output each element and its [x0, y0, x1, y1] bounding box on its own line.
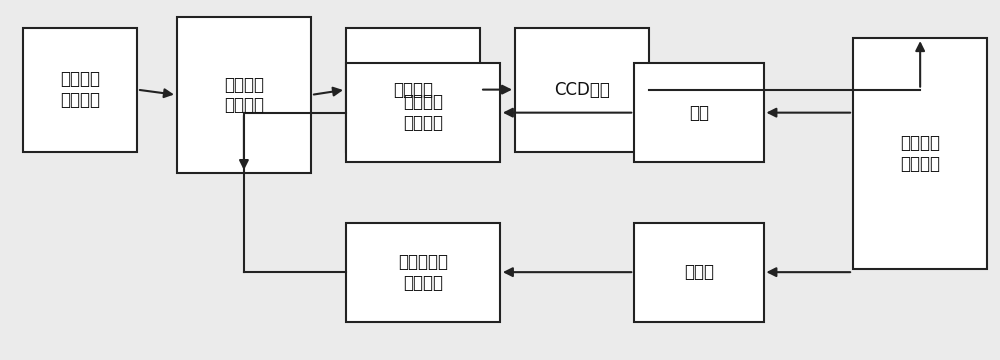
Text: 光源开启: 光源开启	[393, 81, 433, 99]
Bar	[634, 222, 764, 322]
Text: 软件分析
尺寸判断: 软件分析 尺寸判断	[900, 134, 940, 173]
Text: 合格: 合格	[689, 104, 709, 122]
Bar	[346, 28, 480, 152]
Bar	[346, 222, 500, 322]
Bar	[23, 28, 137, 152]
Bar	[346, 63, 500, 162]
Text: 设置参数
启动检测: 设置参数 启动检测	[60, 70, 100, 109]
Text: 机械臂抓取
至次品区: 机械臂抓取 至次品区	[398, 253, 448, 292]
Text: 送至合格
产品区域: 送至合格 产品区域	[403, 93, 443, 132]
Text: CCD取像: CCD取像	[554, 81, 610, 99]
Bar	[177, 17, 311, 173]
Text: 不合格: 不合格	[684, 263, 714, 281]
Bar	[515, 28, 649, 152]
Bar	[853, 38, 987, 269]
Text: 电池到位
夹具固定: 电池到位 夹具固定	[224, 76, 264, 114]
Bar	[634, 63, 764, 162]
